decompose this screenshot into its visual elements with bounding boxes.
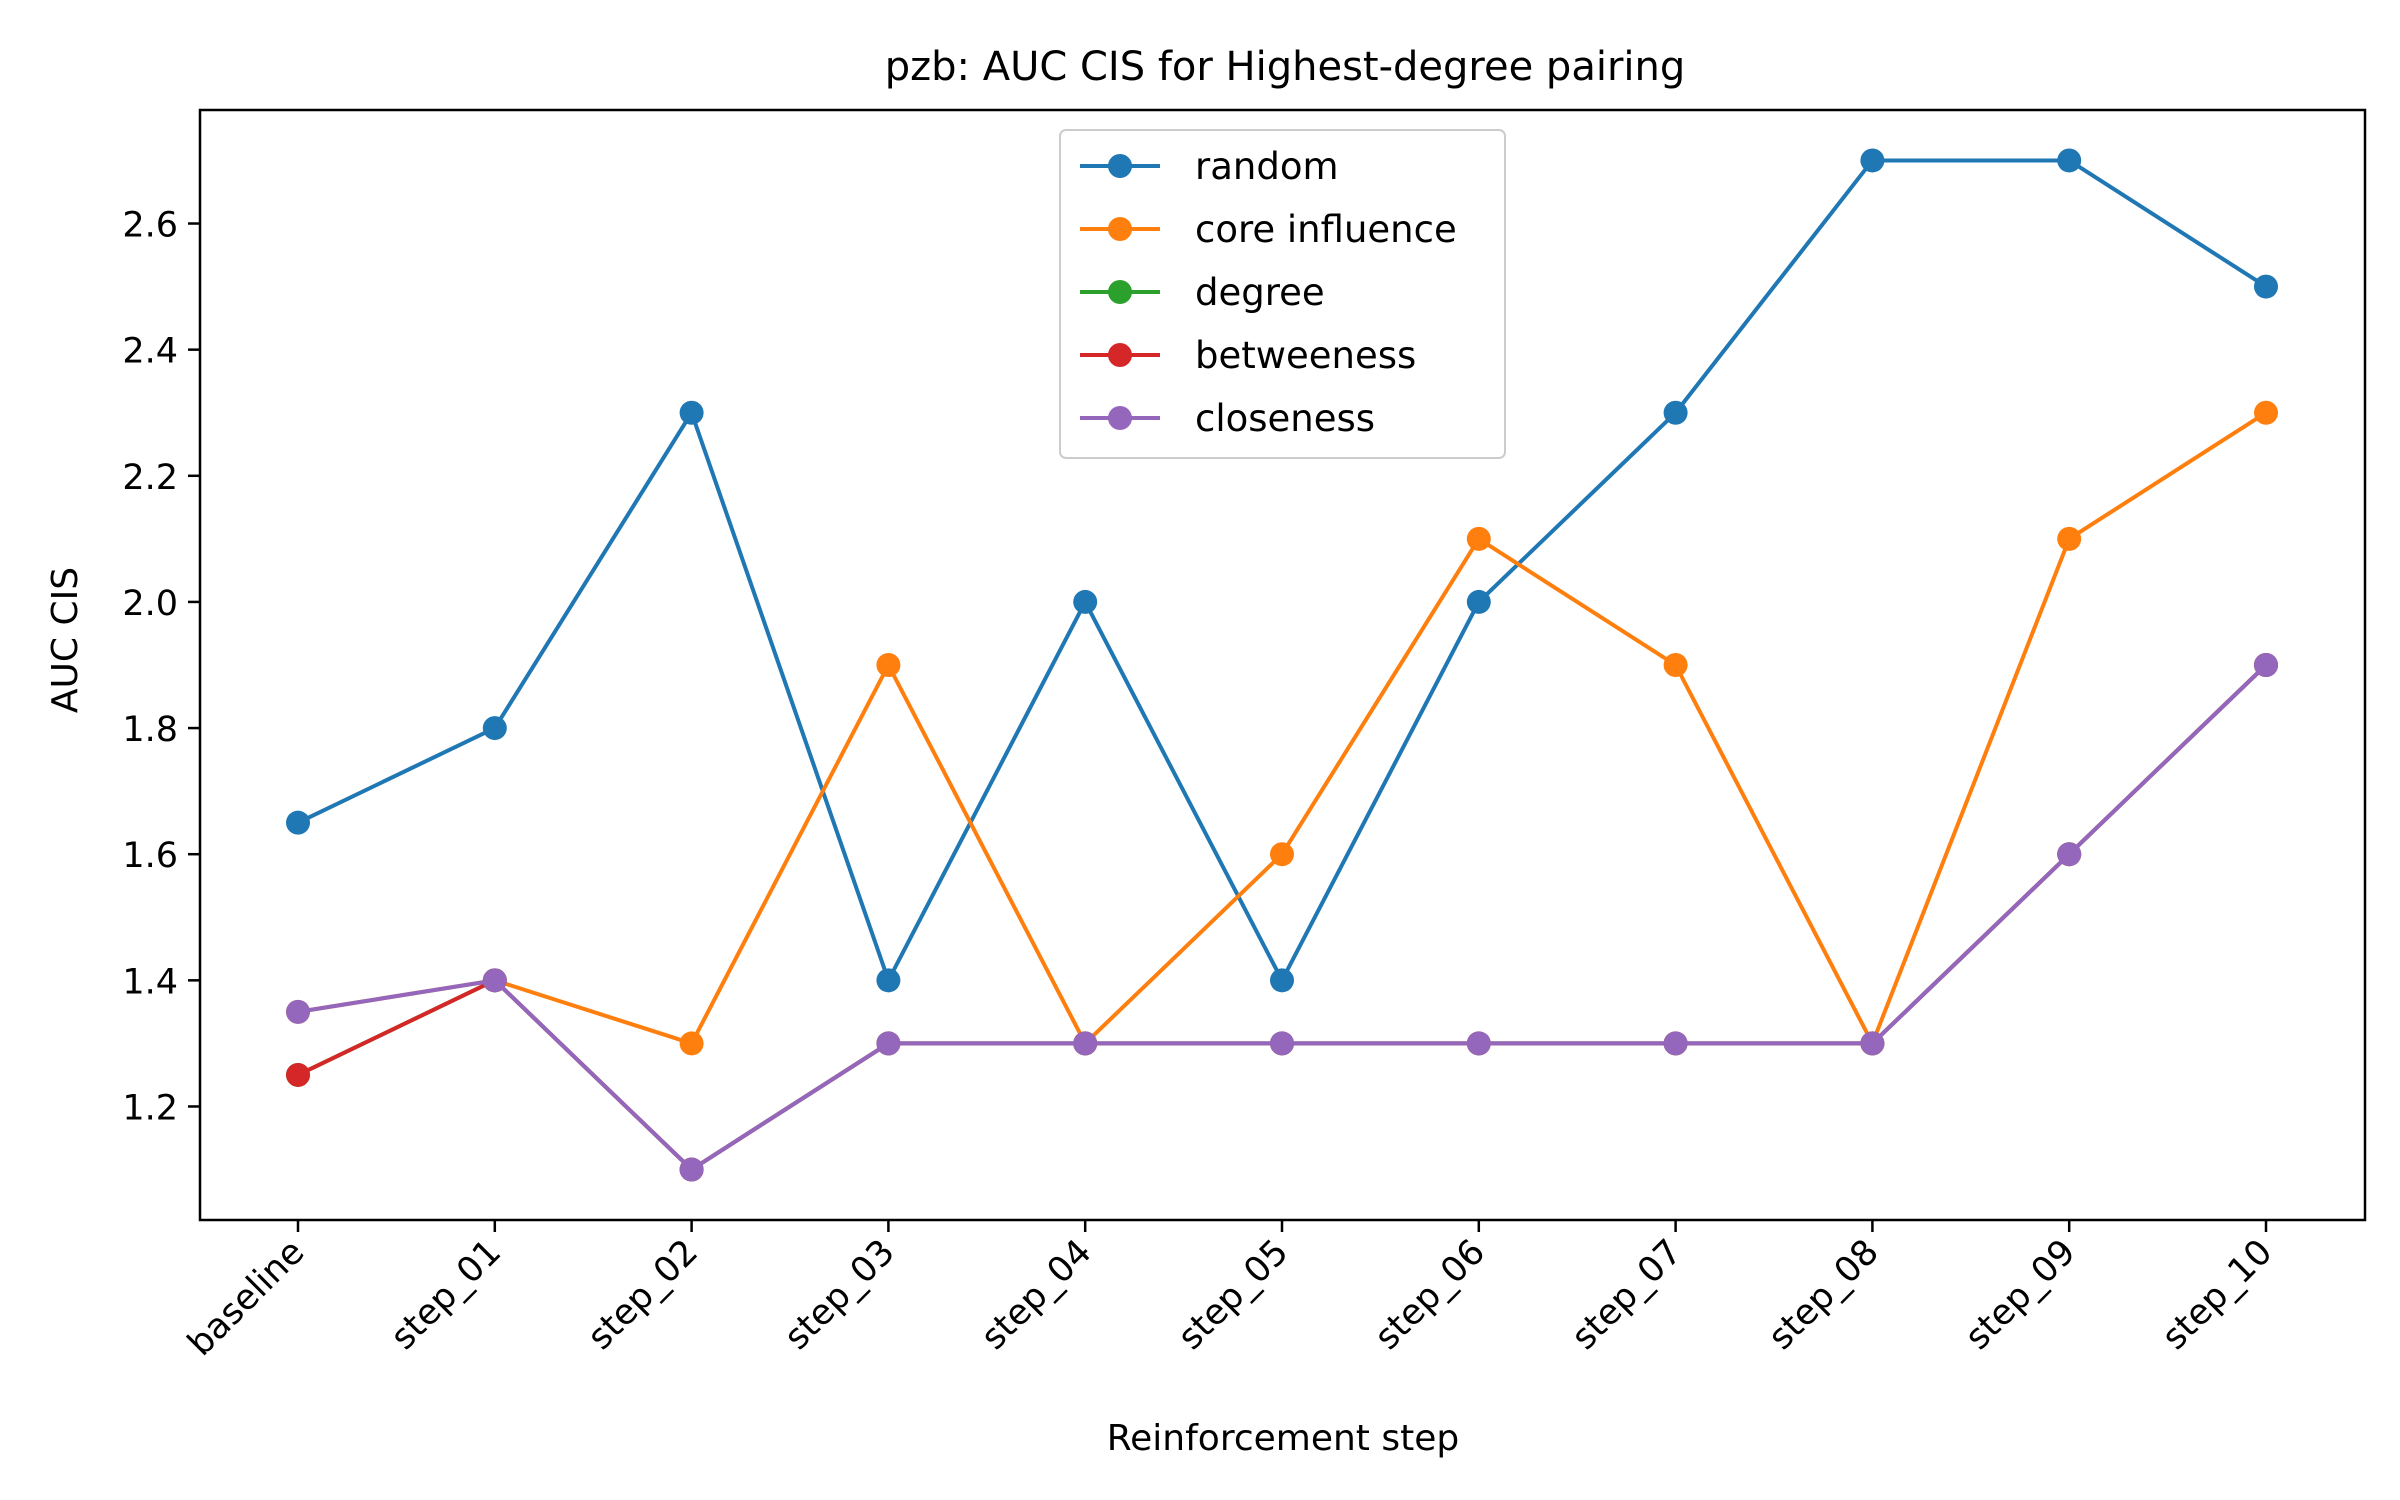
data-point (679, 400, 704, 425)
y-tick-label: 2.0 (122, 584, 178, 624)
data-point (1270, 842, 1294, 867)
legend-label: random (1195, 145, 1339, 188)
data-point (876, 968, 901, 993)
data-point (1270, 968, 1294, 993)
chart-title: pzb: AUC CIS for Highest-degree pairing (885, 44, 1686, 90)
legend-item: core influence (1080, 208, 1457, 251)
legend-marker (1108, 154, 1132, 178)
data-point (1860, 1031, 1885, 1056)
legend-item: betweeness (1080, 334, 1416, 377)
y-tick-label: 2.2 (122, 458, 178, 498)
data-point (679, 1031, 704, 1056)
data-point (1270, 1031, 1294, 1056)
data-point (1073, 589, 1098, 614)
legend-item: closeness (1080, 397, 1375, 440)
legend: random core influence degree betweeness clos… (1059, 129, 1506, 459)
data-point (1466, 1031, 1491, 1056)
data-point (2254, 400, 2278, 425)
y-axis-label: AUC CIS (45, 567, 86, 713)
data-point (2057, 148, 2082, 173)
data-point (482, 716, 507, 741)
y-tick-label: 1.8 (122, 710, 178, 750)
data-point (286, 999, 310, 1024)
data-point (286, 810, 310, 835)
data-point (1663, 400, 1688, 425)
data-point (876, 653, 901, 677)
legend-box (1059, 129, 1506, 459)
legend-marker (1108, 217, 1132, 241)
legend-label: core influence (1195, 208, 1457, 251)
y-tick-label: 2.4 (122, 332, 178, 372)
legend-label: betweeness (1195, 334, 1416, 377)
series-random (286, 148, 2278, 993)
series-layer (286, 148, 2278, 1182)
legend-marker (1108, 280, 1132, 304)
data-point (2057, 526, 2082, 551)
series-closeness (286, 653, 2278, 1182)
legend-item: random (1080, 145, 1339, 188)
data-point (2254, 653, 2278, 677)
data-point (2254, 274, 2278, 299)
y-tick-label: 2.6 (122, 206, 178, 246)
data-point (1860, 148, 1885, 173)
legend-marker (1108, 343, 1132, 367)
y-tick-label: 1.2 (122, 1088, 178, 1128)
x-axis-label: Reinforcement step (1107, 1418, 1459, 1459)
data-point (1073, 1031, 1098, 1056)
data-point (286, 1062, 310, 1087)
legend-label: degree (1195, 271, 1325, 314)
data-point (1663, 1031, 1688, 1056)
legend-label: closeness (1195, 397, 1375, 440)
legend-marker (1108, 406, 1132, 430)
data-point (2057, 842, 2082, 867)
data-point (876, 1031, 901, 1056)
data-point (1466, 589, 1491, 614)
data-point (482, 968, 507, 993)
y-tick-label: 1.6 (122, 836, 178, 876)
data-point (1663, 653, 1688, 677)
y-tick-label: 1.4 (122, 962, 178, 1002)
legend-item: degree (1080, 271, 1325, 314)
data-point (1466, 526, 1491, 551)
data-point (679, 1157, 704, 1182)
